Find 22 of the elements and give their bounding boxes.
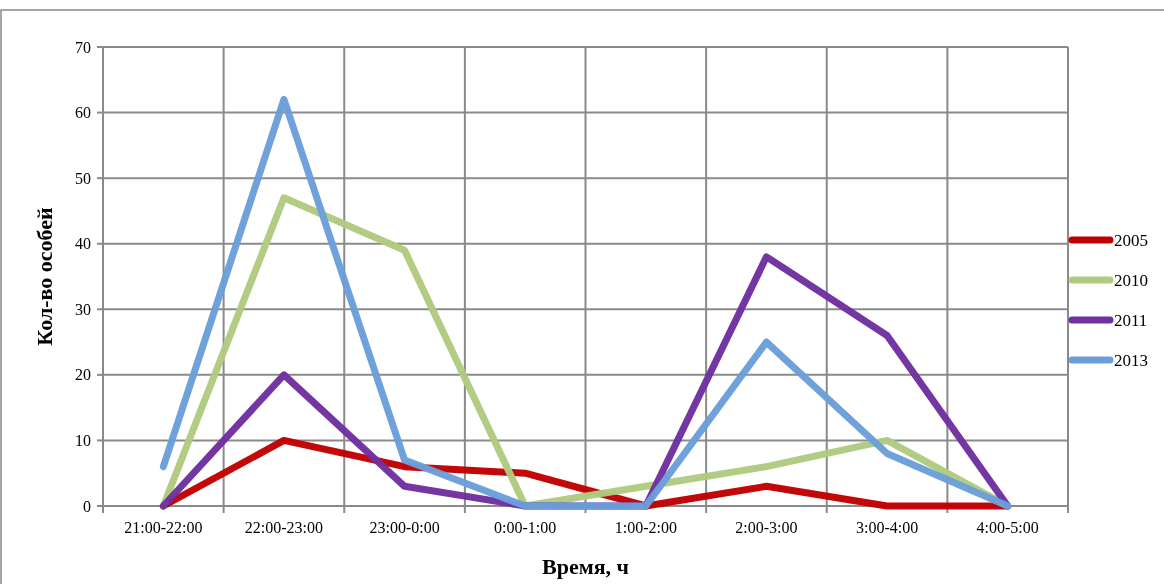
y-tick-label: 50: [75, 169, 91, 187]
y-tick-label: 60: [75, 104, 91, 122]
y-tick-label: 20: [75, 366, 91, 384]
legend-label: 2011: [1114, 310, 1148, 330]
legend-label: 2005: [1114, 230, 1148, 250]
y-tick-label: 70: [75, 38, 91, 56]
y-axis-title: Кол-во особей: [32, 206, 57, 346]
legend-label: 2013: [1114, 350, 1148, 370]
y-tick-label: 0: [83, 497, 91, 515]
legend-label: 2010: [1114, 270, 1148, 290]
y-tick-label: 40: [75, 235, 91, 253]
x-tick-label: 2:00-3:00: [735, 519, 798, 536]
x-tick-label: 23:00-0:00: [369, 519, 440, 536]
x-tick-label: 1:00-2:00: [614, 519, 677, 536]
x-axis-title: Время, ч: [542, 554, 629, 579]
x-tick-label: 4:00-5:00: [976, 519, 1039, 536]
x-tick-label: 0:00-1:00: [494, 519, 557, 536]
x-tick-label: 22:00-23:00: [244, 519, 324, 536]
x-tick-label: 21:00-22:00: [124, 519, 203, 536]
y-tick-label: 10: [75, 432, 91, 450]
x-tick-label: 3:00-4:00: [855, 519, 919, 536]
y-tick-label: 30: [75, 300, 91, 318]
